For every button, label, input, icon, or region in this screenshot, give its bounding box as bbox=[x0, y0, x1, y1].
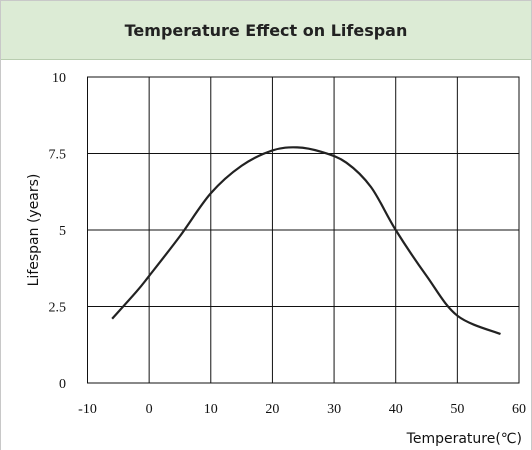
x-tick-label: 40 bbox=[389, 402, 403, 417]
y-axis-label: Lifespan (years) bbox=[26, 174, 42, 287]
x-tick-label: -10 bbox=[78, 402, 97, 417]
y-tick-label: 7.5 bbox=[49, 148, 67, 163]
y-tick-label: 2.5 bbox=[49, 301, 67, 316]
x-tick-label: 20 bbox=[265, 402, 279, 417]
x-tick-label: 50 bbox=[450, 402, 464, 417]
plot-border bbox=[87, 76, 520, 384]
line-series bbox=[111, 146, 501, 336]
chart-title: Temperature Effect on Lifespan bbox=[1, 1, 531, 60]
x-axis-label: Temperature(℃) bbox=[406, 431, 522, 447]
x-tick-label: 60 bbox=[512, 402, 526, 417]
x-tick-label: 10 bbox=[204, 402, 218, 417]
y-tick-label: 0 bbox=[59, 377, 66, 392]
y-tick-label: 10 bbox=[52, 71, 66, 86]
x-tick-label: 30 bbox=[327, 402, 341, 417]
x-tick-label: 0 bbox=[146, 402, 153, 417]
y-tick-label: 5 bbox=[59, 224, 66, 239]
